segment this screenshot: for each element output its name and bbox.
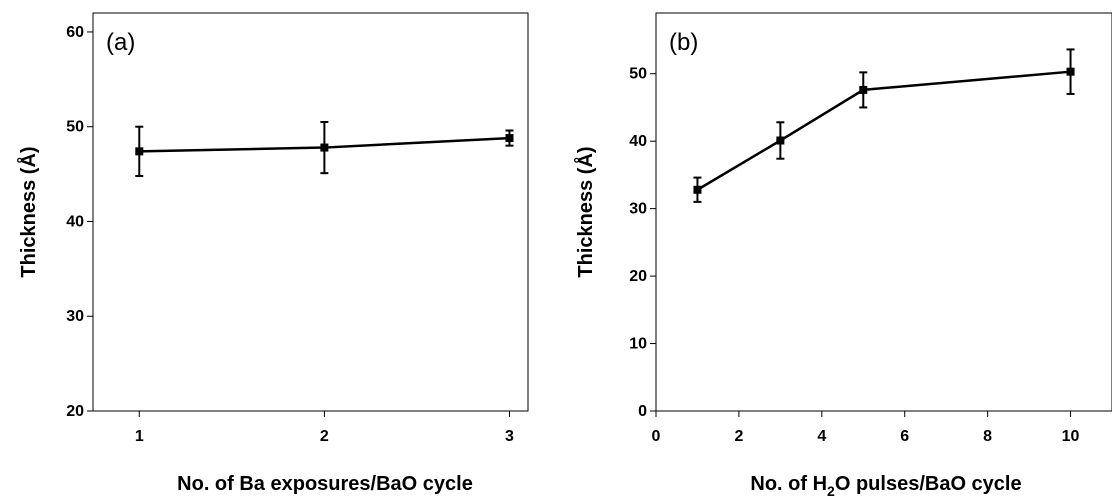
data-point xyxy=(135,147,144,156)
x-axis-title-subscript: 2 xyxy=(827,483,835,498)
x-tick-label: 4 xyxy=(817,428,826,445)
x-tick-label: 0 xyxy=(652,428,661,445)
y-tick-label: 50 xyxy=(66,119,84,136)
y-tick-label: 40 xyxy=(629,133,647,150)
x-tick-label: 6 xyxy=(900,428,909,445)
x-tick-label: 3 xyxy=(505,428,514,445)
y-tick-label: 60 xyxy=(66,24,84,41)
y-tick-label: 40 xyxy=(66,213,84,230)
data-point xyxy=(320,143,329,152)
chart-panel-b: (b) 0 2 4 6 8 10 0 10 20 30 40 50 Thickness (Å) No.… xyxy=(573,12,1112,498)
x-tick-label: 2 xyxy=(320,428,329,445)
series-group xyxy=(693,48,1075,203)
series-line xyxy=(696,70,1071,191)
tick-group: 0 2 4 6 8 10 0 10 20 30 40 50 xyxy=(629,66,1079,445)
plot-frame xyxy=(655,12,1112,412)
x-axis-title: No. of Ba exposures/BaO cycle xyxy=(177,473,473,495)
data-point xyxy=(505,134,514,143)
x-tick-label: 1 xyxy=(135,428,144,445)
panel-label: (b) xyxy=(669,29,698,56)
y-tick-label: 10 xyxy=(629,336,647,353)
data-point xyxy=(859,85,868,94)
y-tick-label: 30 xyxy=(66,308,84,325)
chart-panel-a: (a) 1 2 3 20 30 40 50 60 Thickness (Å) No. of B… xyxy=(16,12,529,495)
x-tick-label: 10 xyxy=(1062,428,1080,445)
y-tick-label: 50 xyxy=(629,66,647,83)
y-axis-title: Thickness (Å) xyxy=(573,146,597,277)
tick-group: 1 2 3 20 30 40 50 60 xyxy=(66,24,514,445)
x-tick-label: 8 xyxy=(983,428,992,445)
x-tick-label: 2 xyxy=(734,428,743,445)
x-axis-title-part: No. of H xyxy=(750,473,827,495)
y-tick-label: 20 xyxy=(629,268,647,285)
y-axis-title: Thickness (Å) xyxy=(16,146,40,277)
y-tick-label: 30 xyxy=(629,201,647,218)
series-group xyxy=(135,120,514,177)
x-axis-title-part: O pulses/BaO cycle xyxy=(835,473,1022,495)
data-point xyxy=(776,136,785,145)
data-point xyxy=(693,185,702,194)
x-axis-title: No. of H2O pulses/BaO cycle xyxy=(750,473,1021,498)
plot-frame xyxy=(92,12,529,412)
panel-label: (a) xyxy=(106,29,135,56)
y-tick-label: 0 xyxy=(638,403,647,420)
y-tick-label: 20 xyxy=(66,403,84,420)
data-point xyxy=(1066,67,1075,76)
